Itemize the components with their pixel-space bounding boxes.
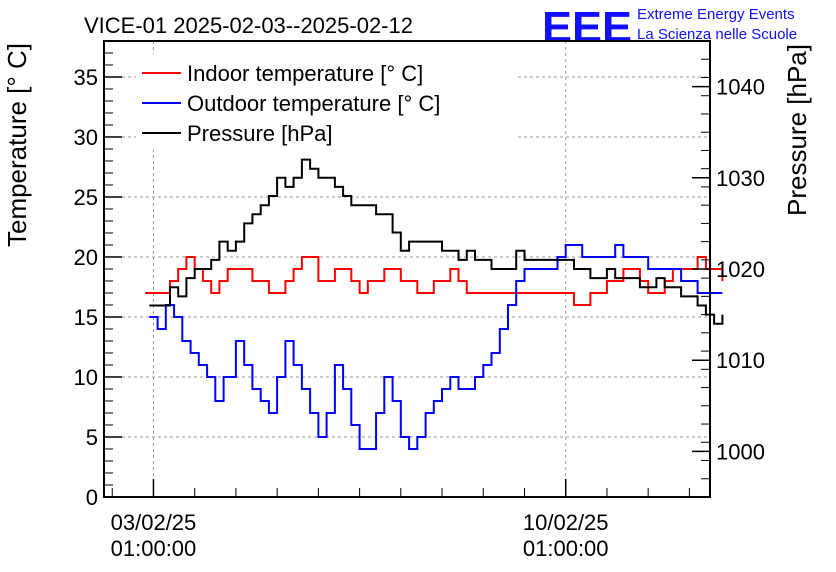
legend-box [136,54,516,150]
y2-tick-label: 1040 [716,75,765,100]
y2-tick-label: 1030 [716,166,765,191]
y-axis-title: Temperature [° C] [2,43,32,247]
y-axis-right: 1000 1010 1020 1030 1040 [692,40,765,498]
y2-axis-title: Pressure [hPa] [782,44,812,216]
y2-tick-label: 1020 [716,257,765,282]
x-tick-label-date: 10/02/25 [523,510,609,535]
x-tick-label-date: 03/02/25 [111,510,197,535]
chart-title: VICE-01 2025-02-03--2025-02-12 [84,13,413,38]
series-line-3 [149,158,724,325]
y-tick-label: 5 [86,425,98,450]
y-tick-label: 0 [86,485,98,510]
y-axis-left: 0 5 10 15 20 25 30 35 [74,40,122,510]
logo-line-1: Extreme Energy Events [637,6,795,23]
y-tick-label: 15 [74,305,98,330]
y-tick-label: 20 [74,245,98,270]
x-tick-label-time: 01:00:00 [111,536,197,561]
y-tick-label: 35 [74,65,98,90]
logo-mark: EEE [542,3,632,52]
series-line-2 [149,244,723,450]
legend-label-3: Pressure [hPa] [187,121,333,146]
eee-logo: EEE Extreme Energy Events La Scienza nel… [542,3,797,52]
legend-label-2: Outdoor temperature [° C] [187,91,440,116]
y2-tick-label: 1000 [716,439,765,464]
y2-tick-label: 1010 [716,348,765,373]
series-layer [145,158,724,450]
legend: Indoor temperature [° C] Outdoor temperat… [142,61,440,146]
logo-line-2: La Scienza nelle Scuole [637,26,797,43]
y-tick-label: 25 [74,185,98,210]
legend-label-1: Indoor temperature [° C] [187,61,423,86]
y-tick-label: 30 [74,125,98,150]
y-tick-label: 10 [74,365,98,390]
x-tick-label-time: 01:00:00 [523,536,609,561]
